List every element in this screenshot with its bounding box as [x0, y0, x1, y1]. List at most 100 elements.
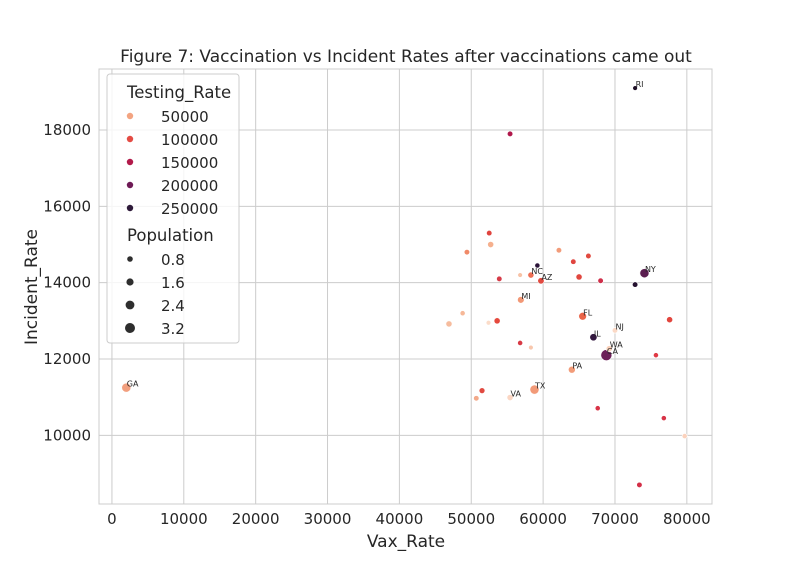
- x-tick-labels: 0 10000 20000 30000 40000 50000 60000 70000 8000…: [107, 510, 711, 528]
- data-point: [660, 415, 667, 422]
- point-label: MI: [521, 292, 530, 301]
- legend-hue-marker: [126, 204, 134, 212]
- data-point: [636, 481, 643, 488]
- x-axis-label: Vax_Rate: [367, 532, 445, 552]
- x-tick-label: 60000: [519, 510, 567, 528]
- data-point: [594, 405, 601, 412]
- legend-hue-label: 250000: [161, 200, 218, 218]
- y-tick-label: 12000: [43, 350, 91, 368]
- data-point: [632, 281, 639, 288]
- point-label: PA: [572, 362, 582, 371]
- data-point: [528, 344, 534, 351]
- data-point: [653, 352, 659, 359]
- legend: Testing_Rate 50000 100000 150000 200000 2500…: [106, 73, 240, 344]
- data-point: [517, 272, 523, 278]
- x-tick-label: 30000: [304, 510, 352, 528]
- y-tick-label: 18000: [43, 121, 91, 139]
- legend-size-entries: 0.8 1.6 2.4 3.2: [125, 251, 185, 338]
- data-point: [666, 316, 674, 324]
- data-point: [589, 333, 598, 342]
- data-point: [537, 277, 545, 285]
- point-label: AZ: [541, 273, 552, 282]
- legend-hue-label: 50000: [161, 108, 209, 126]
- y-tick-labels: 10000 12000 14000 16000 18000: [43, 121, 91, 444]
- legend-size-label: 2.4: [161, 297, 185, 315]
- data-point: [568, 365, 576, 374]
- x-tick-label: 20000: [232, 510, 280, 528]
- data-point: [517, 296, 525, 304]
- x-tick-label: 40000: [376, 510, 424, 528]
- point-label: RI: [636, 80, 644, 89]
- data-point: [121, 382, 132, 393]
- x-tick-label: 50000: [447, 510, 495, 528]
- legend-size-marker: [125, 323, 135, 333]
- data-point: [445, 320, 453, 328]
- data-point: [493, 317, 501, 325]
- legend-size-label: 0.8: [161, 251, 185, 269]
- data-point: [487, 241, 495, 248]
- legend-size-marker: [126, 278, 134, 286]
- data-point: [555, 247, 562, 254]
- data-point: [597, 277, 604, 284]
- chart-title: Figure 7: Vaccination vs Incident Rates …: [120, 47, 692, 67]
- legend-hue-title: Testing_Rate: [126, 83, 231, 103]
- legend-hue-marker: [126, 158, 134, 166]
- data-point: [639, 268, 650, 279]
- data-point: [529, 384, 540, 395]
- data-point: [506, 130, 514, 137]
- point-label: IL: [594, 329, 601, 338]
- legend-hue-marker: [126, 135, 134, 143]
- data-point: [605, 345, 613, 353]
- data-point: [585, 252, 592, 260]
- data-point: [496, 275, 503, 282]
- point-label: TX: [534, 382, 546, 391]
- legend-hue-entries: 50000 100000 150000 200000 250000: [126, 108, 218, 218]
- data-point: [486, 230, 493, 237]
- data-point: [459, 310, 466, 317]
- data-point: [534, 262, 541, 269]
- legend-size-label: 1.6: [161, 274, 185, 292]
- data-point: [527, 271, 535, 279]
- legend-size-marker: [125, 300, 135, 310]
- point-label: CA: [607, 347, 619, 356]
- point-label: GA: [127, 380, 139, 389]
- point-label: FL: [583, 308, 593, 317]
- x-tick-label: 70000: [591, 510, 639, 528]
- legend-size-marker: [127, 256, 133, 262]
- x-tick-label: 0: [107, 510, 117, 528]
- data-point: [632, 85, 638, 91]
- legend-hue-marker: [126, 181, 134, 189]
- data-point: [478, 387, 486, 394]
- legend-box: [106, 73, 240, 344]
- y-axis-label: Incident_Rate: [22, 229, 42, 345]
- y-tick-label: 16000: [43, 197, 91, 215]
- y-tick-label: 14000: [43, 274, 91, 292]
- data-points: [121, 85, 688, 488]
- data-point: [611, 327, 619, 334]
- x-tick-label: 80000: [663, 510, 711, 528]
- legend-hue-label: 200000: [161, 177, 218, 195]
- legend-size-label: 3.2: [161, 320, 185, 338]
- y-tick-label: 10000: [43, 426, 91, 444]
- data-point: [570, 258, 577, 265]
- point-label: VA: [511, 390, 522, 399]
- data-point: [578, 312, 587, 321]
- point-label: NC: [531, 267, 543, 276]
- data-point: [575, 273, 583, 281]
- point-label: WA: [610, 341, 623, 350]
- x-tick-label: 10000: [160, 510, 208, 528]
- data-point: [473, 395, 480, 402]
- point-label: NJ: [615, 322, 623, 331]
- legend-hue-marker: [126, 112, 134, 120]
- data-point: [506, 394, 514, 401]
- legend-size-title: Population: [127, 226, 214, 245]
- legend-hue-label: 150000: [161, 154, 218, 172]
- data-point: [485, 320, 492, 326]
- data-point: [681, 433, 688, 439]
- point-label: NY: [645, 265, 656, 274]
- data-point: [517, 340, 524, 346]
- legend-hue-label: 100000: [161, 131, 218, 149]
- data-point: [463, 249, 471, 256]
